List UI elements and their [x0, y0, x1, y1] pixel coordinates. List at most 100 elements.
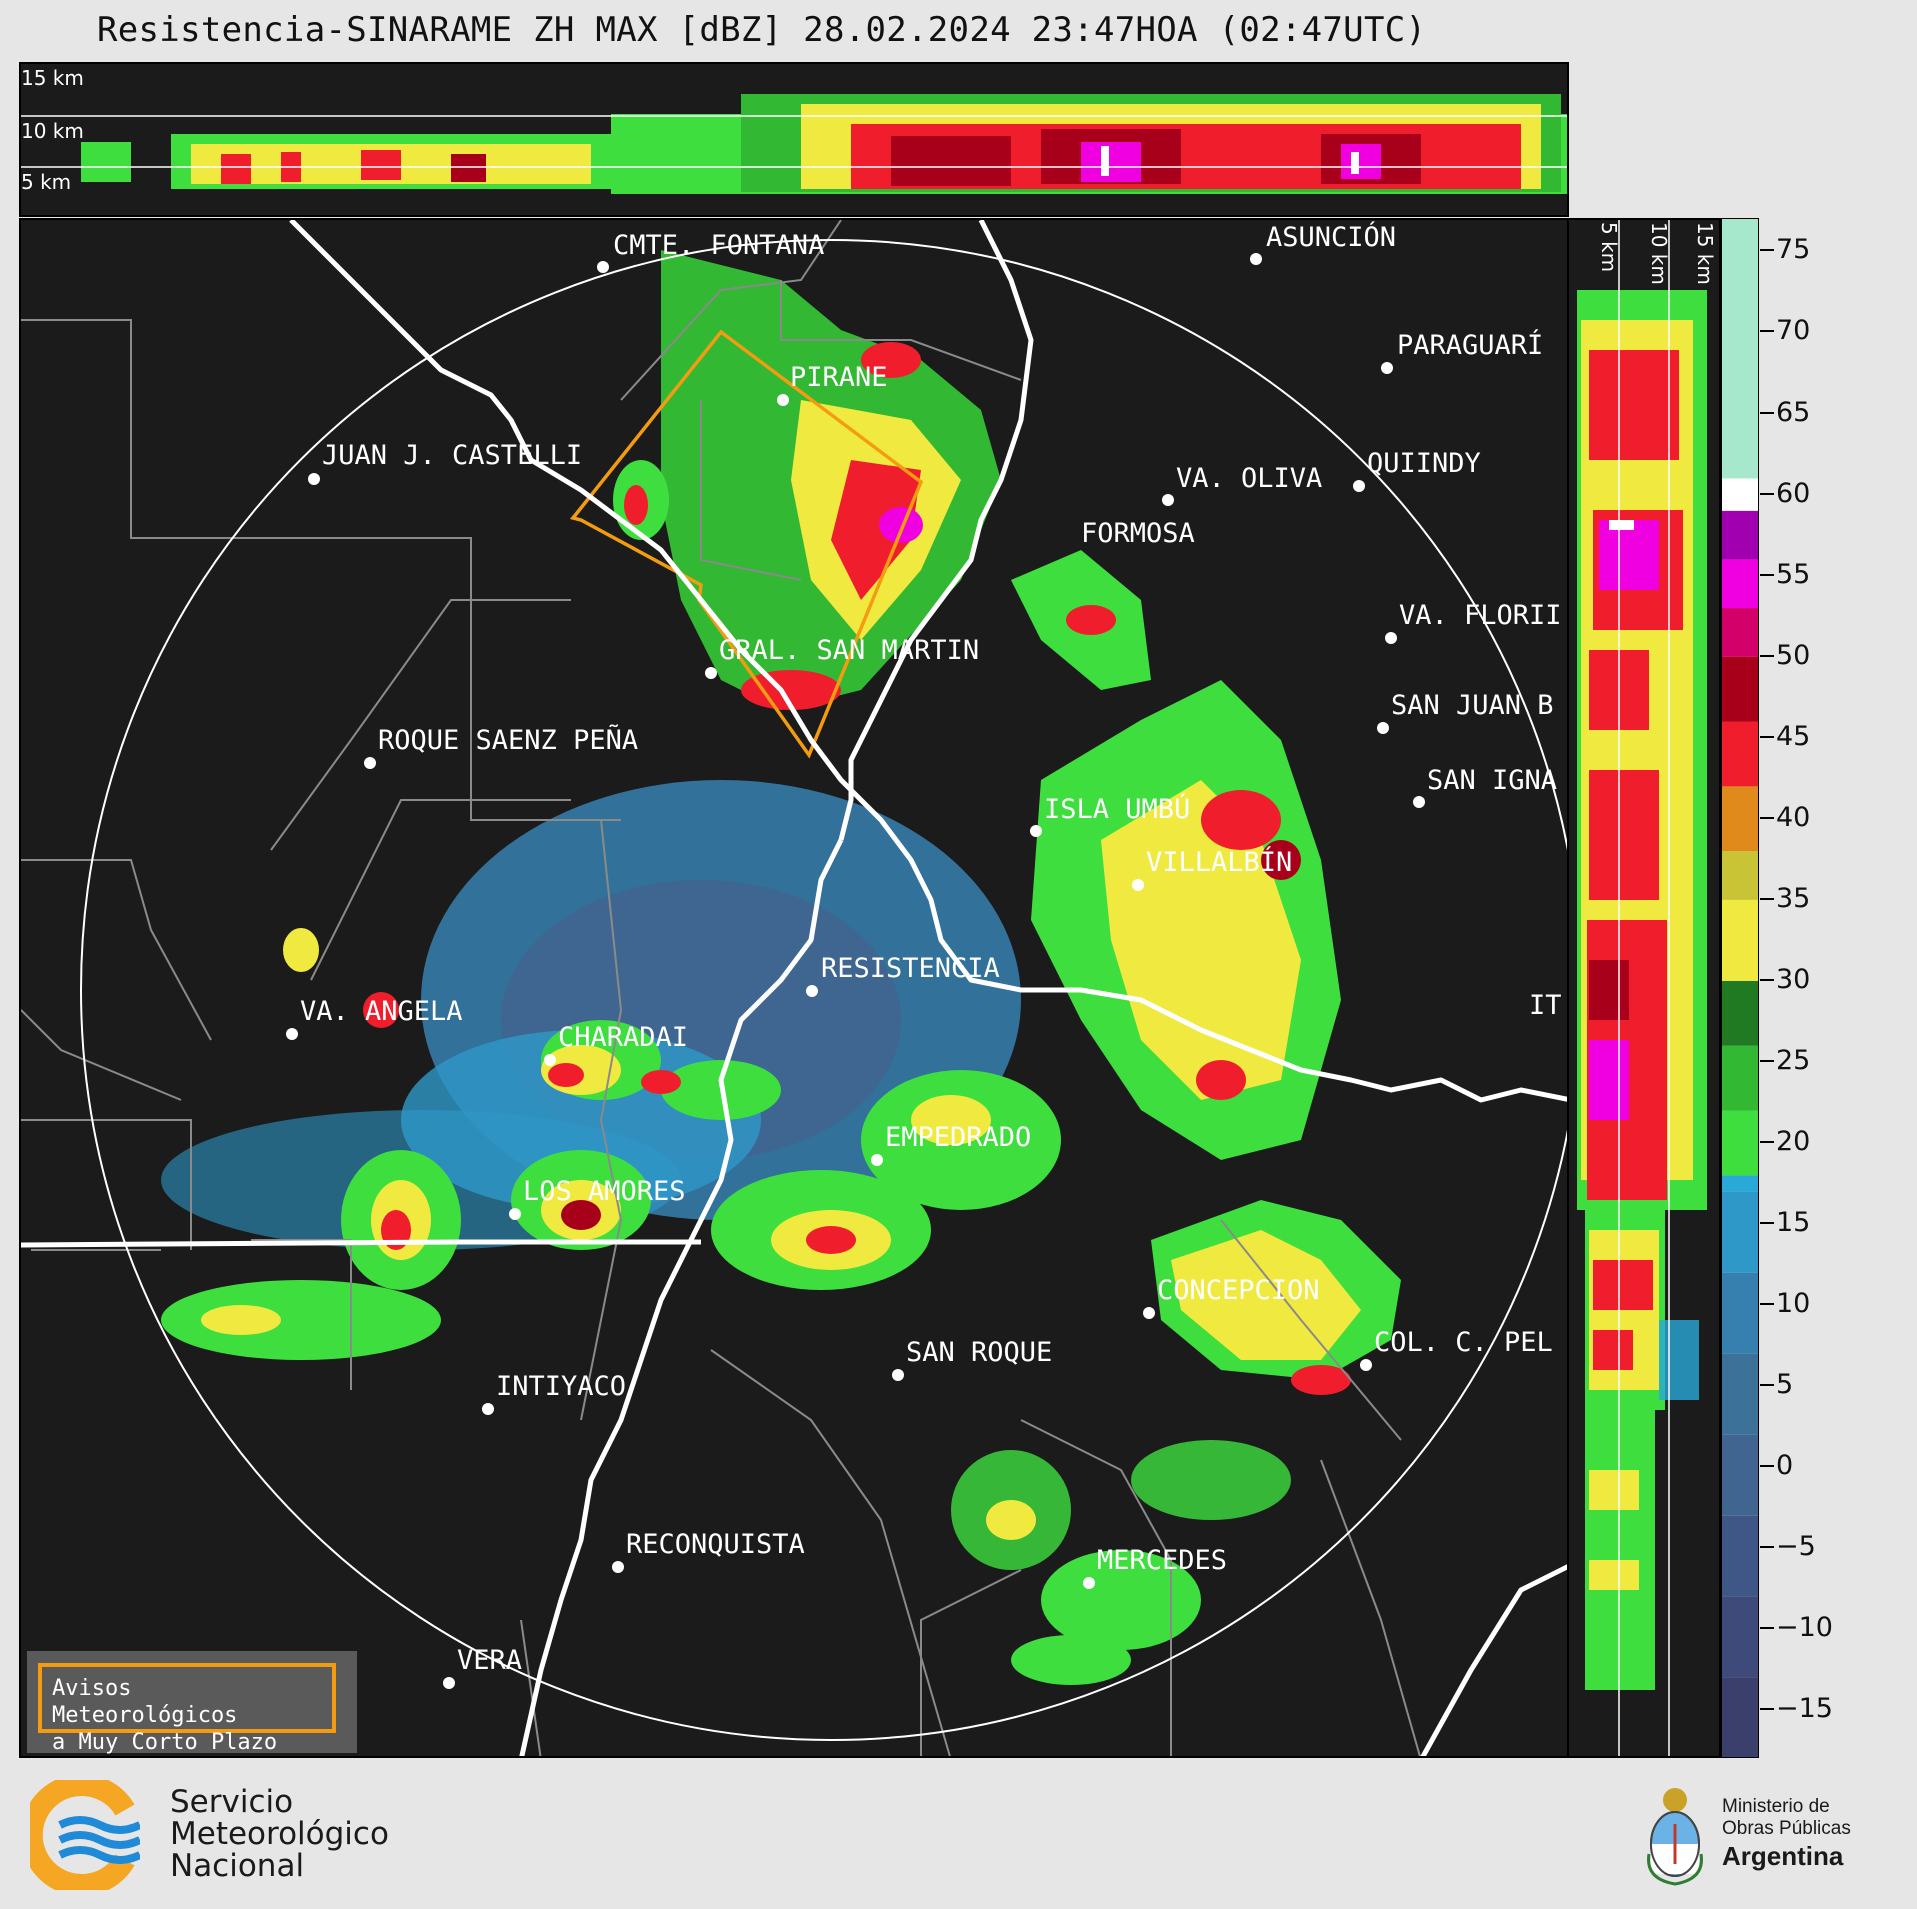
radar-map-svg: [21, 220, 1567, 1756]
ministerio-line2: Obras Públicas: [1722, 1818, 1851, 1839]
city-label: SAN ROQUE: [906, 1337, 1053, 1368]
colorbar-tick: [1760, 1141, 1774, 1143]
colorbar-tick-label: −10: [1776, 1612, 1833, 1644]
colorbar-tick: [1760, 573, 1774, 576]
colorbar-tick-label: 75: [1776, 234, 1811, 266]
city-label: PIRANE: [790, 362, 888, 393]
notice-frame: Avisos Meteorológicos a Muy Corto Plazo: [38, 1663, 336, 1755]
colorbar-band: [1722, 656, 1758, 722]
colorbar-tick: [1760, 492, 1774, 495]
top-cross-section-panel: 15 km 10 km 5 km: [19, 62, 1569, 217]
colorbar-tick: [1760, 1627, 1774, 1630]
colorbar-band: [1722, 721, 1758, 787]
colorbar-tick: [1760, 816, 1774, 819]
colorbar-band: [1722, 219, 1758, 479]
altitude-label-10: 10 km: [21, 119, 84, 143]
colorbar-tick: [1760, 411, 1774, 414]
city-markers: [286, 253, 1425, 1689]
colorbar-band: [1722, 1677, 1758, 1757]
ministerio-line3: Argentina: [1722, 1841, 1844, 1871]
top-cross-section-svg: [21, 94, 1567, 194]
city-label: PARAGUARÍ: [1397, 330, 1544, 361]
colorbar-tick-label: 25: [1776, 1044, 1811, 1076]
radar-coverage-ring: [80, 239, 1567, 1741]
colorbar-tick-label: −15: [1776, 1693, 1833, 1725]
city-label: COL. C. PEL: [1374, 1327, 1553, 1358]
colorbar-tick: [1760, 735, 1774, 738]
side-cross-section-panel: 5 km 10 km 15 km: [1569, 218, 1721, 1758]
colorbar-tick-label: 10: [1776, 1288, 1811, 1320]
city-label: EMPEDRADO: [885, 1122, 1032, 1153]
city-label: VA. OLIVA: [1176, 463, 1323, 494]
smn-line2: Meteorológico: [170, 1816, 389, 1852]
colorbar-tick: [1760, 1384, 1774, 1387]
smn-logo-text: Servicio Meteorológico Nacional: [170, 1786, 389, 1882]
smn-logo-icon: [30, 1780, 140, 1890]
city-label: VILLALBÍN: [1146, 847, 1293, 878]
rivers: [21, 220, 1567, 1756]
radar-map-panel: CMTE. FONTANA ASUNCIÓN PARAGUARÍ PIRANE …: [19, 218, 1569, 1758]
city-label: IT: [1529, 990, 1562, 1021]
colorbar-tick-label: 40: [1776, 801, 1811, 833]
city-label: ASUNCIÓN: [1266, 222, 1397, 253]
colorbar-tick-label: 55: [1776, 558, 1811, 590]
colorbar-band: [1722, 1191, 1758, 1273]
city-label: ROQUE SAENZ PEÑA: [378, 725, 639, 756]
colorbar-tick-label: 30: [1776, 963, 1811, 995]
colorbar-tick: [1760, 1303, 1774, 1306]
colorbar-band: [1722, 786, 1758, 852]
notice-line2: a Muy Corto Plazo: [52, 1730, 278, 1755]
colorbar-band: [1722, 899, 1758, 981]
city-label: JUAN J. CASTELLI: [322, 440, 583, 471]
colorbar-tick-label: 35: [1776, 882, 1811, 914]
colorbar-band: [1722, 980, 1758, 1046]
side-altitude-label-5: 5 km: [1597, 222, 1621, 273]
colorbar-tick: [1760, 330, 1774, 333]
notice-line1: Avisos Meteorológicos: [52, 1676, 238, 1728]
colorbar-tick: [1760, 1059, 1774, 1062]
city-label: RESISTENCIA: [821, 953, 1000, 984]
city-label: GRAL. SAN MARTIN: [719, 635, 980, 666]
argentina-coat-of-arms-icon: [1647, 1788, 1703, 1886]
city-label: CHARADAI: [558, 1022, 689, 1053]
colorbar-tick-label: 60: [1776, 477, 1811, 509]
side-echoes: [1577, 290, 1707, 1690]
colorbar-band: [1722, 1045, 1758, 1111]
colorbar-tick: [1760, 978, 1774, 981]
city-label: MERCEDES: [1097, 1545, 1228, 1576]
city-label: ISLA UMBÚ: [1044, 794, 1191, 825]
ministerio-line1: Ministerio de: [1722, 1796, 1830, 1817]
top-echoes: [81, 94, 1567, 194]
colorbar-tick-label: 20: [1776, 1126, 1811, 1157]
city-label: SAN JUAN B: [1391, 690, 1554, 721]
notice-box: Avisos Meteorológicos a Muy Corto Plazo: [27, 1651, 357, 1755]
colorbar-tick: [1760, 897, 1774, 900]
city-label: CMTE. FONTANA: [613, 230, 825, 261]
city-label: VA. ANGELA: [300, 996, 463, 1027]
smn-line3: Nacional: [170, 1848, 305, 1884]
colorbar-band: [1722, 1175, 1758, 1192]
map-title: Resistencia-SINARAME ZH MAX [dBZ] 28.02.…: [97, 10, 1427, 50]
colorbar-band: [1722, 1353, 1758, 1435]
ministerio-logo-text: Ministerio de Obras Públicas Argentina: [1722, 1796, 1851, 1872]
colorbar-tick-label: 5: [1776, 1369, 1794, 1401]
city-label: VA. FLORII: [1399, 600, 1562, 631]
colorbar-band: [1722, 608, 1758, 657]
city-label: QUIINDY: [1367, 448, 1481, 479]
colorbar-band: [1722, 1434, 1758, 1516]
side-altitude-label-10: 10 km: [1647, 222, 1671, 285]
side-altitude-label-15: 15 km: [1693, 222, 1717, 285]
altitude-label-15: 15 km: [21, 66, 84, 90]
colorbar-band: [1722, 1272, 1758, 1354]
colorbar-band: [1722, 1515, 1758, 1597]
colorbar-band: [1722, 851, 1758, 900]
colorbar-tick-label: 45: [1776, 720, 1811, 752]
colorbar-band: [1722, 510, 1758, 560]
colorbar-band: [1722, 1596, 1758, 1678]
city-label: SAN IGNA: [1427, 765, 1558, 796]
colorbar-tick-label: 65: [1776, 396, 1811, 428]
admin-boundaries: [21, 220, 1421, 1756]
warning-polygon: [569, 329, 924, 759]
city-label: LOS AMORES: [523, 1176, 686, 1207]
colorbar-band: [1722, 559, 1758, 609]
